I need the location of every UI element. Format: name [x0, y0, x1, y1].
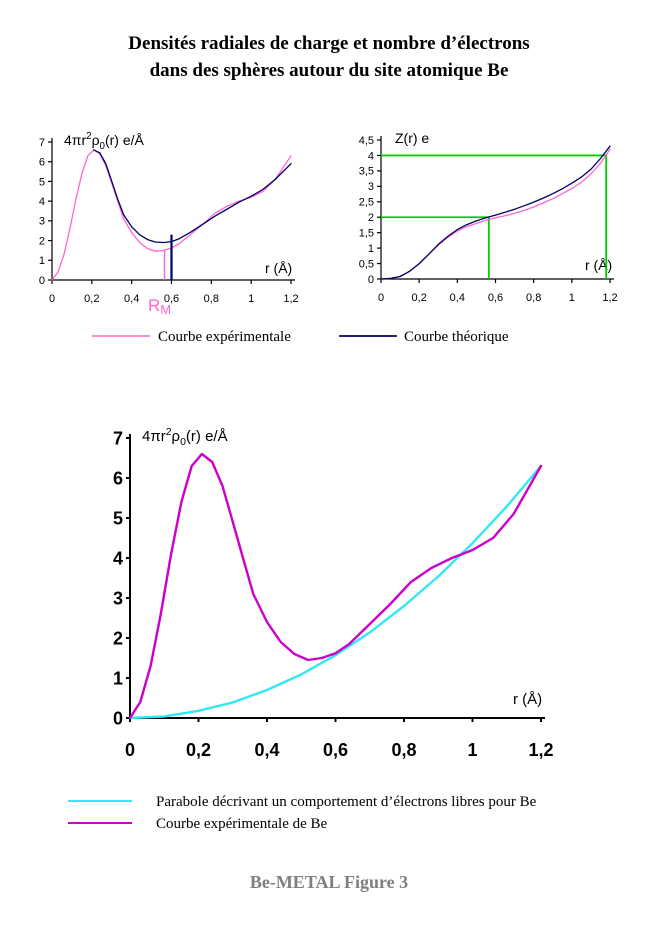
- series-line-experimental_be: [128, 452, 543, 720]
- series-line-parabola: [128, 464, 543, 720]
- y-tick-label: 6: [113, 468, 123, 488]
- y-tick-label: 1: [39, 255, 45, 267]
- y-tick-label: 3: [368, 181, 374, 193]
- y-tick-label: 1,5: [359, 228, 374, 240]
- x-tick-label: 1: [467, 740, 477, 760]
- x-tick-label: 0,2: [186, 740, 211, 760]
- y-tick-label: 4: [39, 196, 45, 208]
- legend-label-theoretical: Courbe théorique: [404, 329, 509, 345]
- y-tick-label: 0: [368, 274, 374, 286]
- rm-annotation: RM: [148, 296, 171, 317]
- x-tick-label: 0,4: [254, 740, 279, 760]
- y-axis-label: 4πr2ρ0(r) e/Å: [142, 426, 228, 448]
- x-axis-label: r (Å): [513, 691, 542, 708]
- x-tick-label: 1,2: [283, 293, 298, 305]
- x-tick-label: 0,2: [84, 293, 99, 305]
- chart-zr-top: 0 0,5 1 1,5 2 2,5 3 3,5 4 4,5 0 0,2 0,4 0,6 0,8 1 1,2 Z(r…: [359, 130, 618, 304]
- x-tick-label: 0,6: [323, 740, 348, 760]
- y-tick-label: 1: [113, 668, 123, 688]
- y-tick-label: 4,5: [359, 135, 374, 147]
- y-tick-label: 3,5: [359, 166, 374, 178]
- series-line-theoretical: [380, 145, 611, 280]
- y-tick-label: 1: [368, 243, 374, 255]
- y-axis-label: 4πr2ρ0(r) e/Å: [64, 131, 145, 152]
- y-axis-label: Z(r) e: [395, 130, 429, 146]
- y-tick-label: 4: [368, 150, 374, 162]
- y-tick-label: 4: [113, 548, 123, 568]
- y-tick-label: 2: [113, 628, 123, 648]
- x-tick-label: 1,2: [602, 292, 617, 304]
- x-tick-label: 0,8: [391, 740, 416, 760]
- legend-label-parabola: Parabole décrivant un comportement d’éle…: [156, 794, 537, 810]
- y-tick-label: 6: [39, 157, 45, 169]
- x-tick-label: 0,8: [204, 293, 219, 305]
- series-line-theoretical: [93, 149, 292, 244]
- x-axis-label: r (Å): [585, 257, 612, 273]
- legend-bottom: Parabole décrivant un comportement d’éle…: [68, 794, 537, 832]
- figure-title: Densités radiales de charge et nombre d’…: [0, 30, 658, 84]
- x-tick-label: 0,4: [124, 293, 139, 305]
- y-tick-label: 3: [113, 588, 123, 608]
- x-tick-label: 0,8: [526, 292, 541, 304]
- x-tick-label: 0,6: [488, 292, 503, 304]
- y-tick-label: 5: [113, 508, 123, 528]
- x-tick-label: 1: [248, 293, 254, 305]
- figure-footer: Be-METAL Figure 3: [249, 872, 409, 892]
- legend-top: Courbe expérimentale Courbe théorique: [92, 329, 509, 345]
- series-line-experimental: [51, 149, 292, 281]
- x-tick-label: 0: [49, 293, 55, 305]
- series-line-experimental: [380, 148, 611, 280]
- legend-label-experimental_be: Courbe expérimentale de Be: [156, 816, 328, 832]
- y-tick-label: 5: [39, 176, 45, 188]
- y-tick-label: 3: [39, 216, 45, 228]
- legend-label-experimental: Courbe expérimentale: [158, 329, 291, 345]
- y-tick-label: 2,5: [359, 197, 374, 209]
- y-tick-label: 2: [368, 212, 374, 224]
- x-tick-label: 0: [125, 740, 135, 760]
- x-tick-label: 1,2: [528, 740, 553, 760]
- x-tick-label: 0: [378, 292, 384, 304]
- chart-density-bottom: 0 1 2 3 4 5 6 7 0 0,2 0,4 0,6 0,8 1 1,2 4πr2ρ0(r) e/Å r …: [113, 426, 554, 760]
- chart-density-top: 0 1 2 3 4 5 6 7 0 0,2 0,4 0,6 0,8 1 1,2 4πr2ρ0(r) e/Å r …: [39, 131, 299, 317]
- x-tick-label: 0,4: [450, 292, 465, 304]
- y-tick-label: 0: [113, 708, 123, 728]
- y-tick-label: 2: [39, 235, 45, 247]
- x-tick-label: 1: [569, 292, 575, 304]
- x-tick-label: 0,2: [412, 292, 427, 304]
- y-tick-label: 0,5: [359, 258, 374, 270]
- figure-title-line2: dans des sphères autour du site atomique…: [149, 60, 509, 81]
- y-tick-label: 7: [113, 428, 123, 448]
- y-tick-label: 7: [39, 137, 45, 149]
- figure-title-line1: Densités radiales de charge et nombre d’…: [128, 33, 530, 54]
- y-tick-label: 0: [39, 275, 45, 287]
- x-tick-label: 0,6: [164, 293, 179, 305]
- x-axis-label: r (Å): [265, 260, 292, 276]
